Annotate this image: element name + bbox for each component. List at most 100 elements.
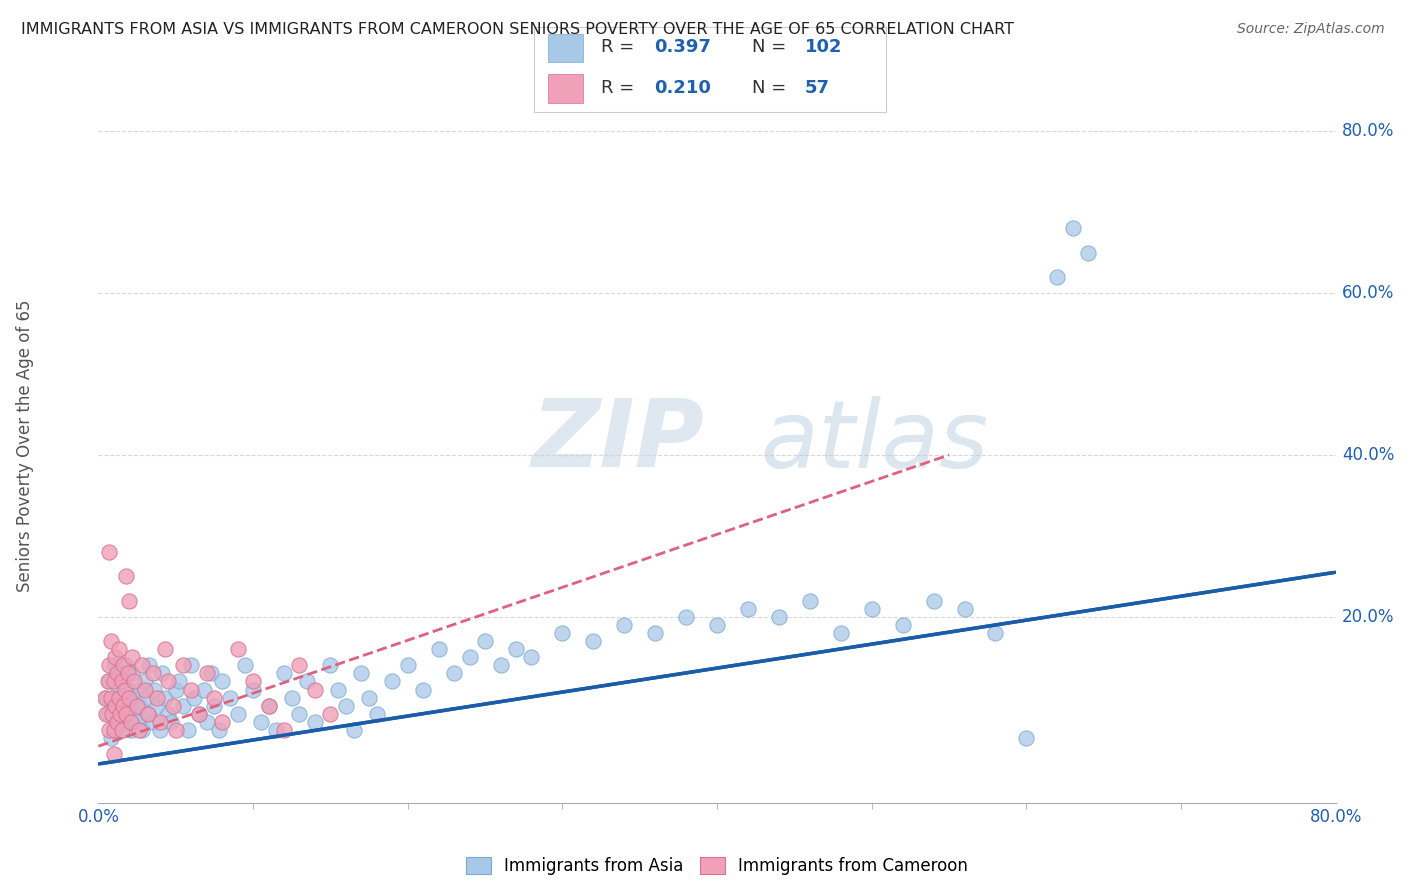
Point: [107, 682, 129, 697]
Point: [427, 642, 450, 657]
Point: [118, 698, 141, 713]
Point: [127, 714, 149, 729]
Point: [1046, 269, 1069, 284]
Point: [118, 593, 141, 607]
Point: [134, 674, 156, 689]
Point: [326, 682, 350, 697]
Point: [343, 723, 366, 737]
Point: [124, 706, 146, 721]
Point: [103, 723, 125, 737]
Point: [288, 658, 311, 673]
Point: [146, 698, 169, 713]
Text: 102: 102: [804, 38, 842, 56]
Point: [172, 658, 194, 673]
Text: 57: 57: [804, 78, 830, 96]
Point: [115, 658, 138, 673]
Point: [211, 714, 233, 729]
Point: [288, 706, 311, 721]
Point: [103, 723, 125, 737]
Point: [131, 658, 153, 673]
Point: [489, 658, 512, 673]
Point: [304, 714, 326, 729]
Point: [180, 658, 202, 673]
Point: [188, 706, 211, 721]
Point: [122, 690, 145, 705]
Point: [100, 731, 122, 745]
Point: [118, 690, 141, 705]
Text: 0.397: 0.397: [654, 38, 710, 56]
Point: [860, 601, 883, 615]
Point: [613, 617, 636, 632]
Point: [167, 674, 190, 689]
Text: ZIP: ZIP: [531, 395, 704, 487]
Point: [127, 698, 149, 713]
Point: [117, 714, 139, 729]
Point: [474, 634, 496, 648]
Text: N =: N =: [752, 38, 792, 56]
Point: [366, 706, 388, 721]
Text: IMMIGRANTS FROM ASIA VS IMMIGRANTS FROM CAMEROON SENIORS POVERTY OVER THE AGE OF: IMMIGRANTS FROM ASIA VS IMMIGRANTS FROM …: [21, 22, 1014, 37]
Point: [120, 714, 142, 729]
Point: [273, 666, 295, 681]
Point: [98, 658, 121, 673]
Point: [129, 698, 152, 713]
Point: [505, 642, 527, 657]
Point: [112, 698, 135, 713]
Point: [115, 706, 138, 721]
Point: [105, 666, 128, 681]
Point: [121, 666, 143, 681]
Point: [128, 723, 150, 737]
Text: R =: R =: [602, 38, 640, 56]
Point: [226, 642, 249, 657]
Point: [357, 690, 380, 705]
Point: [141, 666, 165, 681]
Point: [111, 674, 132, 689]
Legend: Immigrants from Asia, Immigrants from Cameroon: Immigrants from Asia, Immigrants from Ca…: [465, 856, 969, 875]
Point: [162, 698, 184, 713]
Point: [107, 642, 129, 657]
Point: [172, 698, 194, 713]
Point: [195, 714, 218, 729]
Point: [112, 658, 135, 673]
Point: [149, 714, 172, 729]
Point: [97, 674, 120, 689]
Point: [195, 666, 218, 681]
Text: 60.0%: 60.0%: [1341, 285, 1395, 302]
Point: [98, 545, 121, 559]
Text: Seniors Poverty Over the Age of 65: Seniors Poverty Over the Age of 65: [17, 300, 34, 592]
Point: [160, 714, 183, 729]
Point: [105, 714, 128, 729]
Point: [922, 593, 945, 607]
Point: [117, 666, 139, 681]
Point: [114, 690, 136, 705]
Point: [891, 617, 914, 632]
Point: [105, 714, 128, 729]
Point: [96, 690, 118, 705]
Point: [188, 706, 211, 721]
Text: Source: ZipAtlas.com: Source: ZipAtlas.com: [1237, 22, 1385, 37]
Point: [111, 723, 132, 737]
Point: [101, 698, 124, 713]
Text: 20.0%: 20.0%: [1341, 607, 1395, 625]
Point: [121, 650, 143, 665]
Point: [150, 666, 173, 681]
Point: [111, 723, 132, 737]
Point: [98, 723, 121, 737]
Text: 40.0%: 40.0%: [1341, 446, 1395, 464]
Point: [443, 666, 465, 681]
Point: [165, 682, 187, 697]
Point: [108, 706, 131, 721]
Point: [458, 650, 481, 665]
Point: [582, 634, 605, 648]
Point: [304, 682, 326, 697]
Point: [100, 690, 122, 705]
Point: [737, 601, 759, 615]
Point: [114, 682, 136, 697]
Point: [520, 650, 543, 665]
Point: [136, 706, 159, 721]
Point: [204, 690, 226, 705]
Point: [551, 626, 574, 640]
Point: [115, 706, 138, 721]
Point: [153, 690, 176, 705]
Point: [208, 723, 231, 737]
